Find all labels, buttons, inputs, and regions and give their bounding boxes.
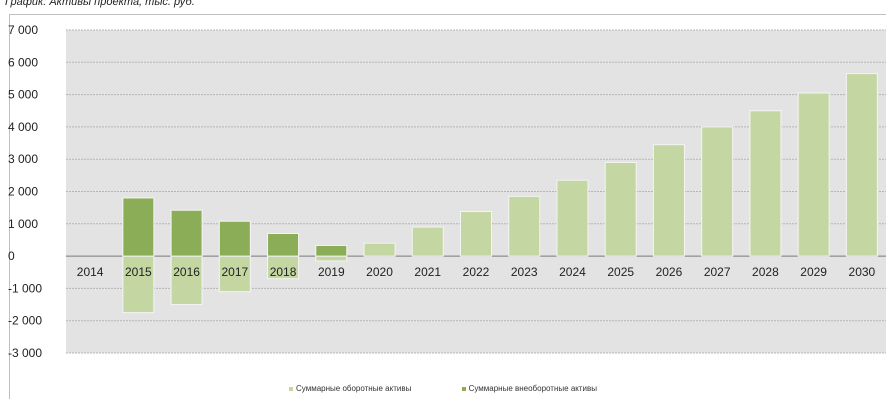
bar-current-assets: [797, 92, 830, 257]
y-tick-label: 1 000: [8, 217, 38, 231]
chart-title: График: Активы проекта, тыс. руб.: [5, 0, 195, 8]
bar-current-assets: [701, 126, 734, 257]
x-tick-label: 2023: [511, 265, 538, 279]
bar-current-assets: [315, 255, 348, 262]
legend-item-noncurrent: Суммарные внеоборотные активы: [461, 384, 597, 393]
bar-current-assets: [363, 242, 396, 257]
bar-current-assets: [508, 195, 541, 257]
x-tick-label: 2022: [463, 265, 490, 279]
legend-swatch-current: [289, 386, 294, 391]
legend-label-current: Суммарные оборотные активы: [296, 384, 412, 393]
x-tick-label: 2030: [849, 265, 876, 279]
bar-current-assets: [749, 110, 782, 257]
x-tick-label: 2017: [221, 265, 248, 279]
x-tick-label: 2029: [800, 265, 827, 279]
x-tick-label: 2016: [173, 265, 200, 279]
bar-current-assets: [556, 179, 589, 257]
x-tick-label: 2024: [559, 265, 586, 279]
y-tick-label: -3 000: [8, 346, 42, 360]
legend: Суммарные оборотные активы Суммарные вне…: [0, 384, 886, 393]
bar-current-assets: [460, 211, 492, 257]
x-tick-label: 2026: [656, 265, 683, 279]
y-tick-label: 0: [8, 249, 15, 263]
bar-noncurrent-assets: [267, 232, 300, 257]
x-tick-label: 2019: [318, 265, 345, 279]
bar-current-assets: [604, 161, 637, 257]
bar-current-assets: [122, 255, 155, 314]
bar-current-assets: [845, 73, 878, 257]
x-tick-label: 2028: [752, 265, 779, 279]
y-tick-label: 6 000: [8, 55, 38, 69]
bar-noncurrent-assets: [170, 209, 203, 257]
legend-swatch-noncurrent: [461, 386, 466, 391]
bar-current-assets: [170, 255, 203, 306]
x-tick-label: 2027: [704, 265, 731, 279]
y-tick-label: 5 000: [8, 88, 38, 102]
y-tick-label: -2 000: [8, 314, 42, 328]
chart-frame: [9, 14, 886, 399]
bar-noncurrent-assets: [315, 244, 348, 257]
y-tick-label: 2 000: [8, 185, 38, 199]
x-tick-label: 2014: [77, 265, 104, 279]
bar-current-assets: [652, 144, 685, 257]
bar-noncurrent-assets: [218, 220, 251, 257]
x-tick-label: 2025: [607, 265, 634, 279]
y-tick-label: 7 000: [8, 23, 38, 37]
x-tick-label: 2020: [366, 265, 393, 279]
y-tick-label: -1 000: [8, 281, 42, 295]
x-tick-label: 2018: [270, 265, 297, 279]
legend-item-current: Суммарные оборотные активы: [289, 384, 411, 393]
bar-current-assets: [218, 255, 251, 293]
y-tick-label: 3 000: [8, 152, 38, 166]
x-tick-label: 2021: [414, 265, 441, 279]
x-tick-label: 2015: [125, 265, 152, 279]
bar-noncurrent-assets: [122, 197, 155, 257]
bar-current-assets: [411, 226, 444, 257]
y-tick-label: 4 000: [8, 120, 38, 134]
legend-label-noncurrent: Суммарные внеоборотные активы: [468, 384, 597, 393]
